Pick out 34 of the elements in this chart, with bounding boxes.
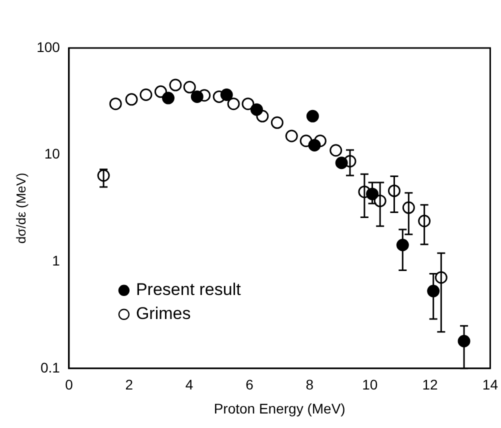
y-tick-label: 10 (44, 146, 60, 162)
y-tick-label: 1 (52, 252, 60, 268)
point (335, 156, 348, 170)
y-tick-label: 100 (36, 38, 60, 55)
x-tick-label: 2 (125, 376, 134, 393)
point (154, 85, 167, 98)
point (140, 88, 152, 101)
x-tick-label: 0 (65, 376, 74, 393)
point (169, 78, 182, 92)
point (330, 144, 342, 157)
legend-label: Present result (136, 280, 242, 300)
y-axis-title: dσ/dε (MeV) (13, 172, 28, 244)
point (227, 98, 240, 110)
point (306, 110, 319, 122)
x-tick-label: 8 (306, 376, 314, 393)
point (183, 80, 196, 94)
point (285, 130, 298, 142)
legend-label: Grimes (136, 304, 191, 324)
x-tick-label: 4 (185, 376, 194, 393)
point (220, 88, 233, 101)
x-tick-label: 10 (362, 376, 378, 393)
y-tick-label: 0.1 (40, 359, 60, 376)
x-tick-label: 12 (422, 376, 438, 393)
point (109, 98, 122, 110)
x-axis-title: Proton Energy (MeV) (214, 400, 346, 416)
point (270, 116, 284, 129)
point (308, 138, 321, 152)
x-tick-label: 6 (246, 376, 254, 393)
point (242, 98, 254, 110)
point (250, 103, 263, 116)
point (125, 93, 138, 106)
point (190, 90, 204, 103)
point (162, 92, 175, 104)
x-tick-label: 14 (482, 376, 498, 393)
